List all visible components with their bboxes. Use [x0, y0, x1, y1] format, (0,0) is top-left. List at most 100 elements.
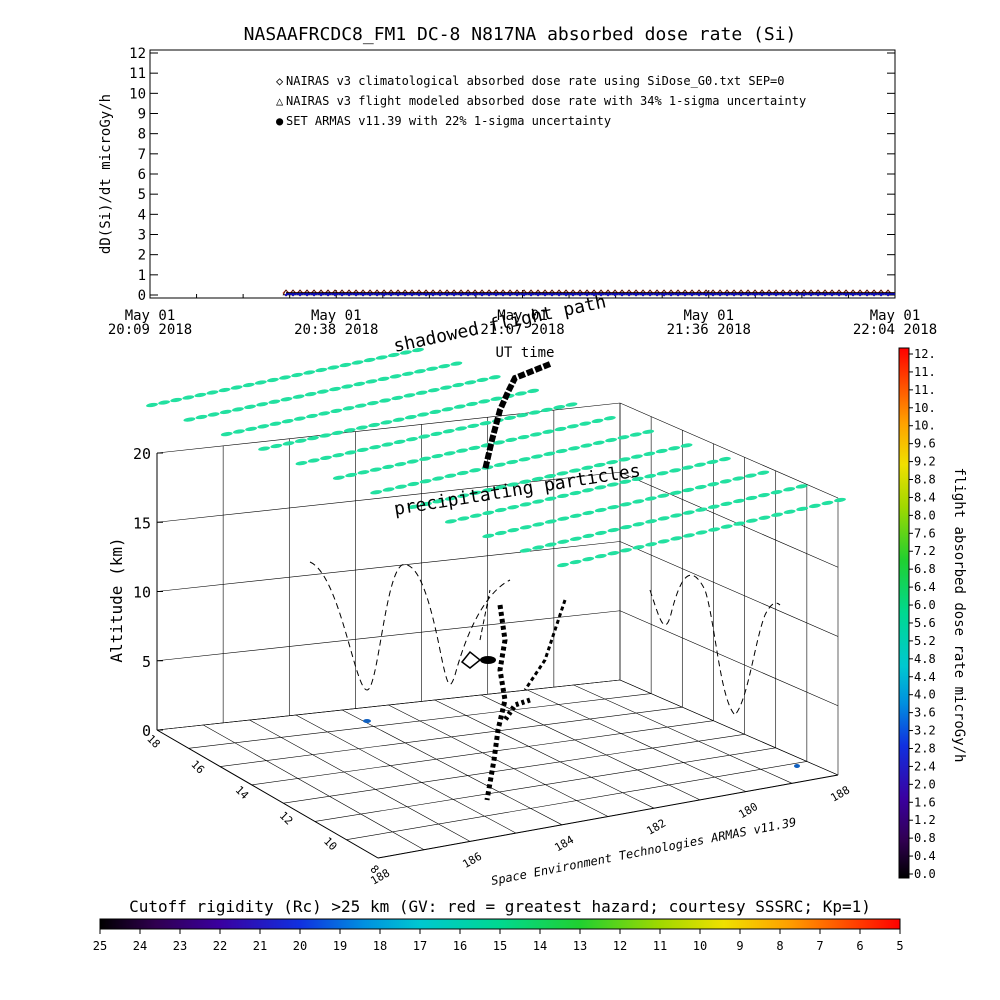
particle-mark [568, 446, 580, 451]
rigidity-colorbar-tick-label: 25 [93, 939, 107, 953]
particle-mark [399, 350, 412, 355]
data-point [809, 293, 813, 297]
particle-mark [707, 482, 720, 487]
left-axis-tick-label: 12 [277, 809, 296, 828]
particle-mark [415, 390, 428, 395]
particle-mark [579, 421, 592, 426]
particle-mark [540, 407, 553, 413]
data-point [613, 293, 617, 297]
particle-mark [206, 390, 219, 395]
rigidity-colorbar-tick-label: 21 [253, 939, 267, 953]
data-point [879, 293, 883, 297]
data-point [886, 293, 890, 297]
rigidity-colorbar-tick-label: 24 [133, 939, 147, 953]
particle-mark [379, 398, 392, 403]
particle-mark [405, 437, 418, 442]
particle-mark [438, 364, 451, 369]
particle-mark [757, 470, 770, 475]
right-axis-tick-label: 188 [828, 783, 852, 804]
particle-mark [339, 362, 352, 368]
particle-mark [504, 415, 517, 421]
data-point [571, 293, 575, 297]
particle-mark [554, 426, 567, 432]
particle-mark [207, 412, 220, 417]
particle-mark [369, 445, 382, 450]
data-point [676, 293, 680, 297]
data-point [312, 293, 316, 297]
particle-mark [607, 505, 620, 510]
particle-mark [377, 376, 390, 382]
dose-rate-colorbar-tick-label: 8.8 [914, 473, 936, 487]
wall-grid-line [156, 471, 621, 523]
particle-mark [258, 446, 271, 451]
data-point [424, 293, 428, 297]
particle-mark [569, 559, 582, 565]
data-point [494, 293, 498, 297]
particle-mark [158, 400, 171, 405]
particle-mark [581, 465, 594, 470]
rigidity-colorbar-tick-label: 20 [293, 939, 307, 953]
wall-grid-line [619, 679, 839, 776]
particle-mark [293, 416, 306, 421]
particle-mark [544, 473, 556, 479]
particle-mark [532, 499, 545, 504]
particle-mark [542, 429, 555, 434]
rigidity-colorbar-tick-label: 10 [693, 939, 707, 953]
flight-path-segment [479, 589, 491, 641]
dose-rate-colorbar-tick-label: 2.8 [914, 741, 936, 755]
particle-mark [488, 375, 501, 380]
particle-mark [580, 443, 593, 448]
data-point [872, 293, 876, 297]
particle-mark [619, 479, 632, 484]
flight-marker [460, 650, 482, 669]
data-point [606, 293, 610, 297]
particle-mark [394, 484, 407, 489]
top-y-tick-label: 10 [129, 86, 146, 102]
particle-mark [482, 510, 495, 516]
particle-mark [464, 380, 477, 385]
particle-mark [603, 416, 616, 421]
particle-mark [632, 545, 645, 550]
particle-mark [266, 377, 279, 383]
top-y-tick-label: 2 [138, 248, 146, 264]
flight-path-segment [523, 599, 567, 691]
particle-mark [469, 468, 482, 473]
particle-mark [406, 459, 419, 464]
particle-mark [531, 476, 544, 482]
particle-mark [745, 495, 758, 501]
particle-mark [456, 470, 469, 476]
particle-mark [450, 361, 463, 366]
data-point [865, 293, 869, 297]
data-point [459, 293, 463, 297]
particle-mark [527, 388, 540, 394]
dose-rate-colorbar-tick-label: 1.2 [914, 813, 936, 827]
floor-grid-line [249, 719, 471, 842]
shadow-curve-right [649, 574, 781, 716]
particle-mark [655, 448, 668, 454]
data-point [501, 293, 505, 297]
particle-mark [494, 485, 507, 490]
dose-rate-colorbar-tick-label: 4.4 [914, 670, 936, 684]
data-point [319, 293, 323, 297]
data-point [655, 293, 659, 297]
right-axis-tick-label: 186 [460, 850, 484, 871]
rigidity-colorbar-tick-label: 6 [856, 939, 863, 953]
data-point [515, 293, 519, 297]
particle-mark [256, 402, 269, 407]
data-point [662, 293, 666, 297]
particle-mark [291, 372, 304, 378]
particle-mark [594, 530, 607, 536]
particle-mark [694, 462, 706, 467]
particle-mark [342, 406, 355, 411]
particle-mark [315, 367, 328, 373]
particle-mark [232, 429, 245, 434]
top-y-tick-label: 0 [138, 288, 146, 304]
flight-path [460, 361, 567, 801]
data-point [802, 293, 806, 297]
particle-mark [519, 548, 532, 553]
dose-rate-colorbar-tick-label: 3.2 [914, 724, 936, 738]
data-point [347, 293, 351, 297]
dose-rate-colorbar-tick-label: 3.6 [914, 706, 936, 720]
rigidity-colorbar-label: Cutoff rigidity (Rc) >25 km (GV: red = g… [129, 897, 871, 916]
data-point [522, 293, 526, 297]
